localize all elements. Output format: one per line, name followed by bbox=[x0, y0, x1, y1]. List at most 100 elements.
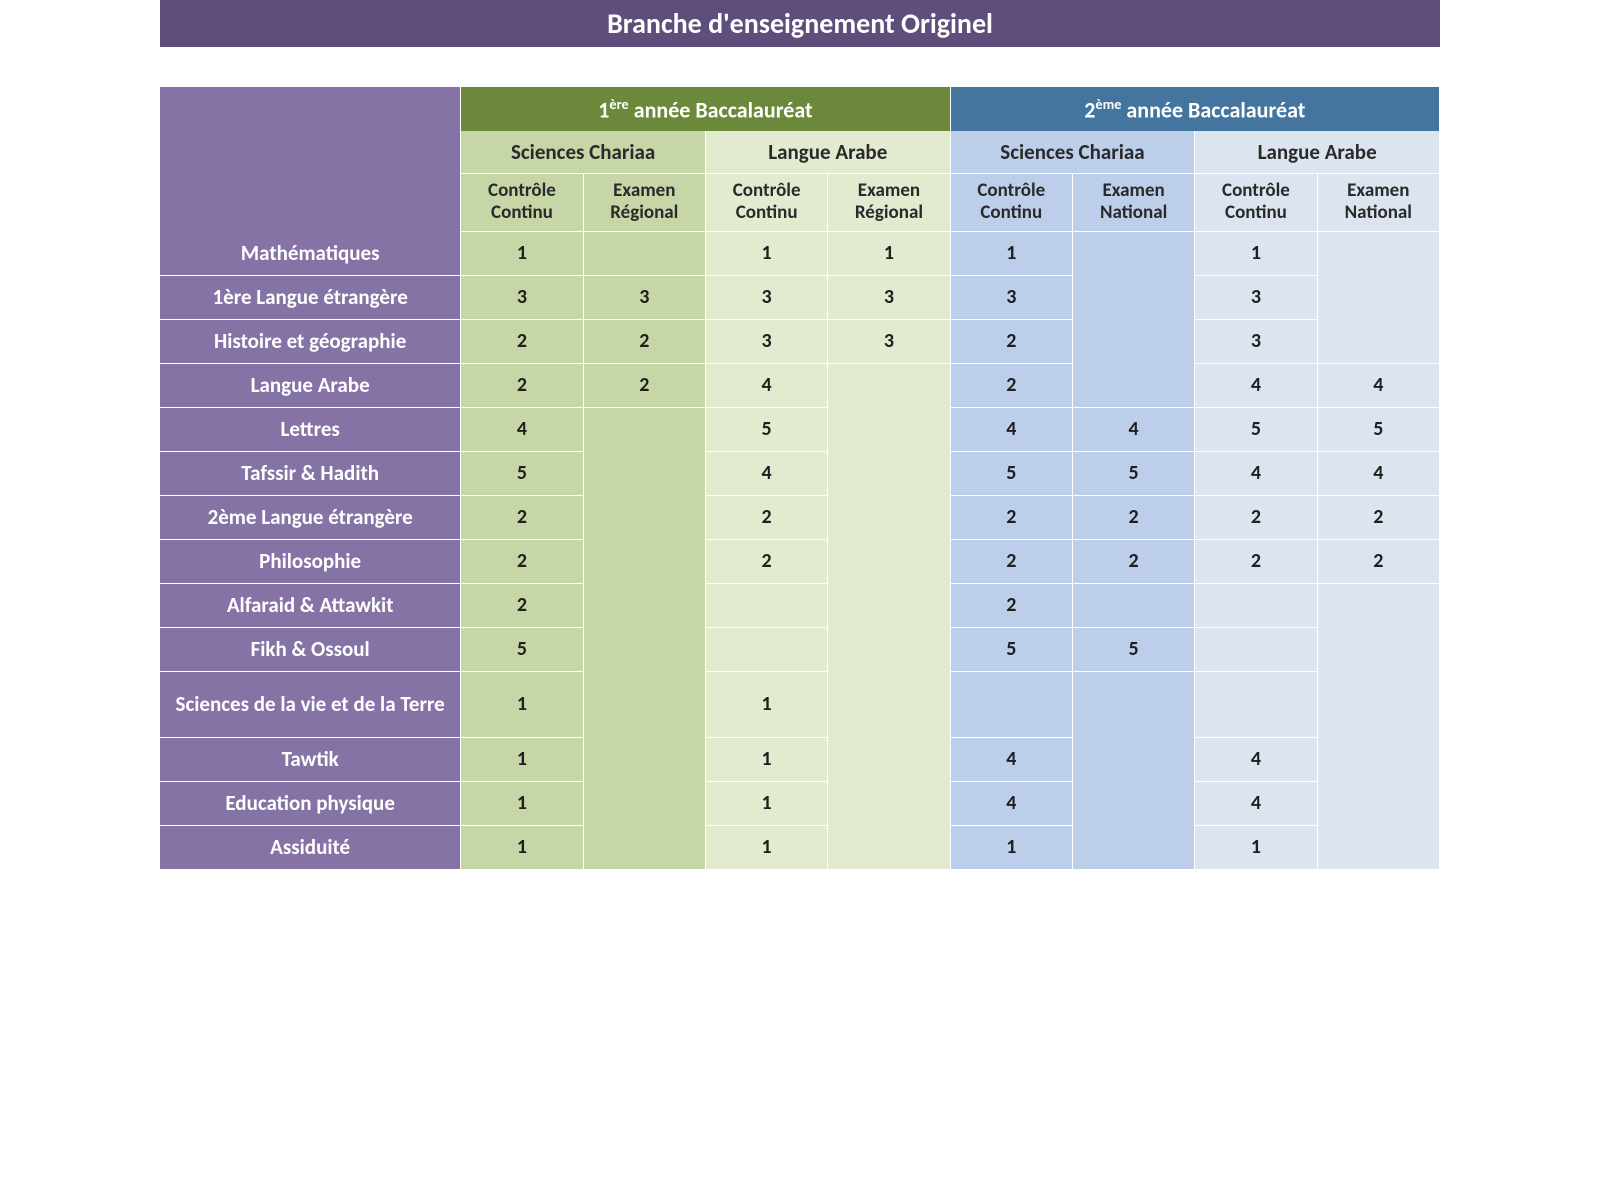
subject-header: Langue Arabe bbox=[705, 131, 950, 173]
row-label: Sciences de la vie et de la Terre bbox=[160, 671, 461, 737]
table-cell: 5 bbox=[1195, 407, 1317, 451]
table-cell bbox=[1195, 671, 1317, 737]
table-cell bbox=[705, 583, 827, 627]
table-cell bbox=[1195, 583, 1317, 627]
table-cell: 2 bbox=[950, 319, 1072, 363]
table-cell: 3 bbox=[1195, 275, 1317, 319]
table-cell bbox=[583, 407, 705, 869]
table-cell: 5 bbox=[950, 451, 1072, 495]
table-cell: 2 bbox=[950, 539, 1072, 583]
table-cell: 3 bbox=[705, 275, 827, 319]
row-label: Tawtik bbox=[160, 737, 461, 781]
corner-cell bbox=[160, 87, 461, 231]
year2-header: 2ème année Baccalauréat bbox=[950, 87, 1439, 131]
table-cell: 4 bbox=[1195, 363, 1317, 407]
table-cell: 4 bbox=[950, 781, 1072, 825]
table-cell: 1 bbox=[461, 825, 583, 869]
table-cell bbox=[1072, 583, 1194, 627]
row-label: Lettres bbox=[160, 407, 461, 451]
table-cell: 1 bbox=[461, 737, 583, 781]
column-header: ContrôleContinu bbox=[705, 173, 827, 231]
table-cell: 1 bbox=[461, 231, 583, 275]
column-header: ExamenRégional bbox=[828, 173, 950, 231]
row-label: Assiduité bbox=[160, 825, 461, 869]
table-cell: 4 bbox=[950, 407, 1072, 451]
table-cell: 1 bbox=[828, 231, 950, 275]
table-cell: 1 bbox=[950, 825, 1072, 869]
table-cell: 2 bbox=[950, 583, 1072, 627]
table-cell bbox=[950, 671, 1072, 737]
table-cell: 2 bbox=[461, 495, 583, 539]
table-cell: 1 bbox=[950, 231, 1072, 275]
table-cell: 4 bbox=[1195, 737, 1317, 781]
table-cell: 3 bbox=[828, 275, 950, 319]
table-cell: 2 bbox=[1195, 495, 1317, 539]
column-header: ExamenNational bbox=[1317, 173, 1439, 231]
subject-header: Langue Arabe bbox=[1195, 131, 1440, 173]
table-cell: 2 bbox=[1317, 539, 1439, 583]
table-cell: 5 bbox=[1317, 407, 1439, 451]
coefficients-table: 1ère année Baccalauréat2ème année Baccal… bbox=[160, 87, 1440, 870]
table-cell: 2 bbox=[461, 539, 583, 583]
row-label: Education physique bbox=[160, 781, 461, 825]
table-cell: 2 bbox=[1195, 539, 1317, 583]
table-cell: 1 bbox=[461, 781, 583, 825]
spacer bbox=[160, 47, 1440, 87]
row-label: 2ème Langue étrangère bbox=[160, 495, 461, 539]
table-cell: 2 bbox=[461, 583, 583, 627]
table-cell: 2 bbox=[1072, 539, 1194, 583]
row-label: Langue Arabe bbox=[160, 363, 461, 407]
table-cell: 5 bbox=[461, 451, 583, 495]
table-cell: 5 bbox=[1072, 451, 1194, 495]
column-header: ExamenRégional bbox=[583, 173, 705, 231]
table-cell: 4 bbox=[1195, 781, 1317, 825]
table-cell bbox=[705, 627, 827, 671]
table-cell: 1 bbox=[705, 737, 827, 781]
table-cell: 2 bbox=[1072, 495, 1194, 539]
table-cell: 1 bbox=[461, 671, 583, 737]
table-cell: 3 bbox=[461, 275, 583, 319]
table-cell: 4 bbox=[461, 407, 583, 451]
table-cell: 4 bbox=[1317, 451, 1439, 495]
table-cell bbox=[828, 363, 950, 869]
row-label: Alfaraid & Attawkit bbox=[160, 583, 461, 627]
table-cell: 5 bbox=[1072, 627, 1194, 671]
row-label: Tafssir & Hadith bbox=[160, 451, 461, 495]
column-header: ContrôleContinu bbox=[950, 173, 1072, 231]
table-cell: 4 bbox=[1195, 451, 1317, 495]
column-header: ContrôleContinu bbox=[1195, 173, 1317, 231]
table-cell bbox=[1072, 671, 1194, 869]
table-cell: 3 bbox=[1195, 319, 1317, 363]
table-cell: 3 bbox=[950, 275, 1072, 319]
column-header: ExamenNational bbox=[1072, 173, 1194, 231]
table-cell: 1 bbox=[705, 231, 827, 275]
table-cell: 2 bbox=[1317, 495, 1439, 539]
table-cell: 4 bbox=[950, 737, 1072, 781]
table-cell: 2 bbox=[461, 363, 583, 407]
row-label: Philosophie bbox=[160, 539, 461, 583]
table-cell: 2 bbox=[461, 319, 583, 363]
table-cell: 5 bbox=[950, 627, 1072, 671]
table-cell: 4 bbox=[1317, 363, 1439, 407]
table-cell: 4 bbox=[1072, 407, 1194, 451]
subject-header: Sciences Chariaa bbox=[461, 131, 706, 173]
page-title: Branche d'enseignement Originel bbox=[160, 0, 1440, 47]
table-cell: 2 bbox=[705, 539, 827, 583]
subject-header: Sciences Chariaa bbox=[950, 131, 1195, 173]
table-cell: 1 bbox=[1195, 231, 1317, 275]
table-cell: 1 bbox=[705, 825, 827, 869]
table-cell: 1 bbox=[705, 781, 827, 825]
table-cell: 1 bbox=[1195, 825, 1317, 869]
row-label: Mathématiques bbox=[160, 231, 461, 275]
column-header: ContrôleContinu bbox=[461, 173, 583, 231]
table-cell bbox=[1072, 231, 1194, 407]
table-cell: 3 bbox=[583, 275, 705, 319]
table-cell bbox=[583, 231, 705, 275]
table-cell bbox=[1317, 583, 1439, 869]
row-label: 1ère Langue étrangère bbox=[160, 275, 461, 319]
table-cell: 1 bbox=[705, 671, 827, 737]
row-label: Fikh & Ossoul bbox=[160, 627, 461, 671]
table-cell: 5 bbox=[461, 627, 583, 671]
table-cell: 4 bbox=[705, 451, 827, 495]
row-label: Histoire et géographie bbox=[160, 319, 461, 363]
